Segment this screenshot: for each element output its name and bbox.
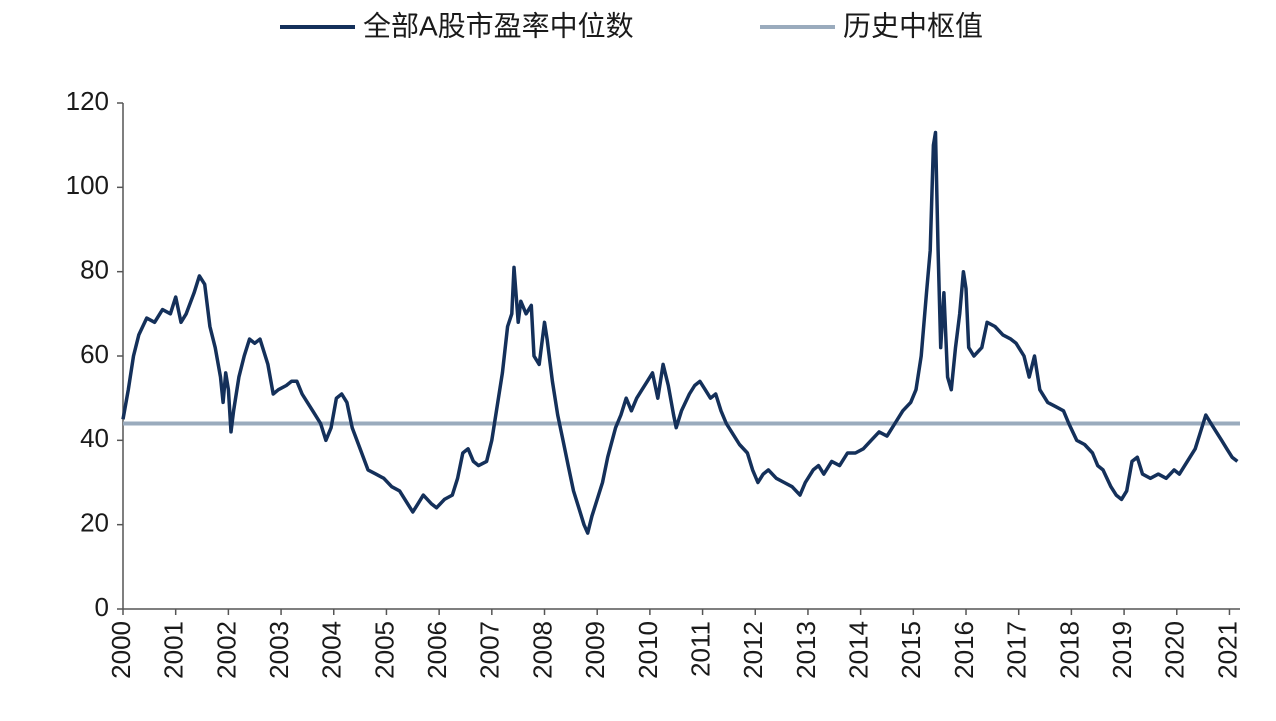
y-tick-label: 0 bbox=[95, 592, 109, 622]
x-tick-label: 2011 bbox=[685, 621, 715, 677]
x-tick-label: 2013 bbox=[791, 621, 821, 679]
series-line bbox=[121, 130, 1239, 535]
x-tick-label: 2020 bbox=[1160, 621, 1190, 679]
x-tick-label: 2004 bbox=[317, 621, 347, 679]
legend-label: 全部A股市盈率中位数 bbox=[363, 10, 634, 41]
x-tick-label: 2006 bbox=[422, 621, 452, 679]
y-tick-label: 80 bbox=[80, 255, 109, 285]
x-tick-label: 2002 bbox=[211, 621, 241, 679]
x-tick-label: 2017 bbox=[1002, 621, 1032, 679]
x-tick-label: 2016 bbox=[949, 621, 979, 679]
x-tick-label: 2018 bbox=[1054, 621, 1084, 679]
x-tick-label: 2005 bbox=[369, 621, 399, 679]
legend-label: 历史中枢值 bbox=[843, 10, 983, 41]
y-tick-label: 120 bbox=[66, 86, 109, 116]
y-tick-label: 60 bbox=[80, 339, 109, 369]
x-tick-label: 2021 bbox=[1212, 621, 1242, 679]
x-tick-label: 2007 bbox=[475, 621, 505, 679]
y-tick-label: 100 bbox=[66, 170, 109, 200]
x-tick-label: 2015 bbox=[896, 621, 926, 679]
x-tick-label: 2014 bbox=[844, 621, 874, 679]
x-tick-label: 2019 bbox=[1107, 621, 1137, 679]
x-tick-label: 2000 bbox=[106, 621, 136, 679]
y-tick-label: 40 bbox=[80, 423, 109, 453]
x-tick-label: 2003 bbox=[264, 621, 294, 679]
y-tick-label: 20 bbox=[80, 508, 109, 538]
x-tick-label: 2008 bbox=[527, 621, 557, 679]
x-tick-label: 2001 bbox=[159, 621, 189, 679]
x-tick-label: 2012 bbox=[738, 621, 768, 679]
x-tick-label: 2010 bbox=[633, 621, 663, 679]
x-tick-label: 2009 bbox=[580, 621, 610, 679]
